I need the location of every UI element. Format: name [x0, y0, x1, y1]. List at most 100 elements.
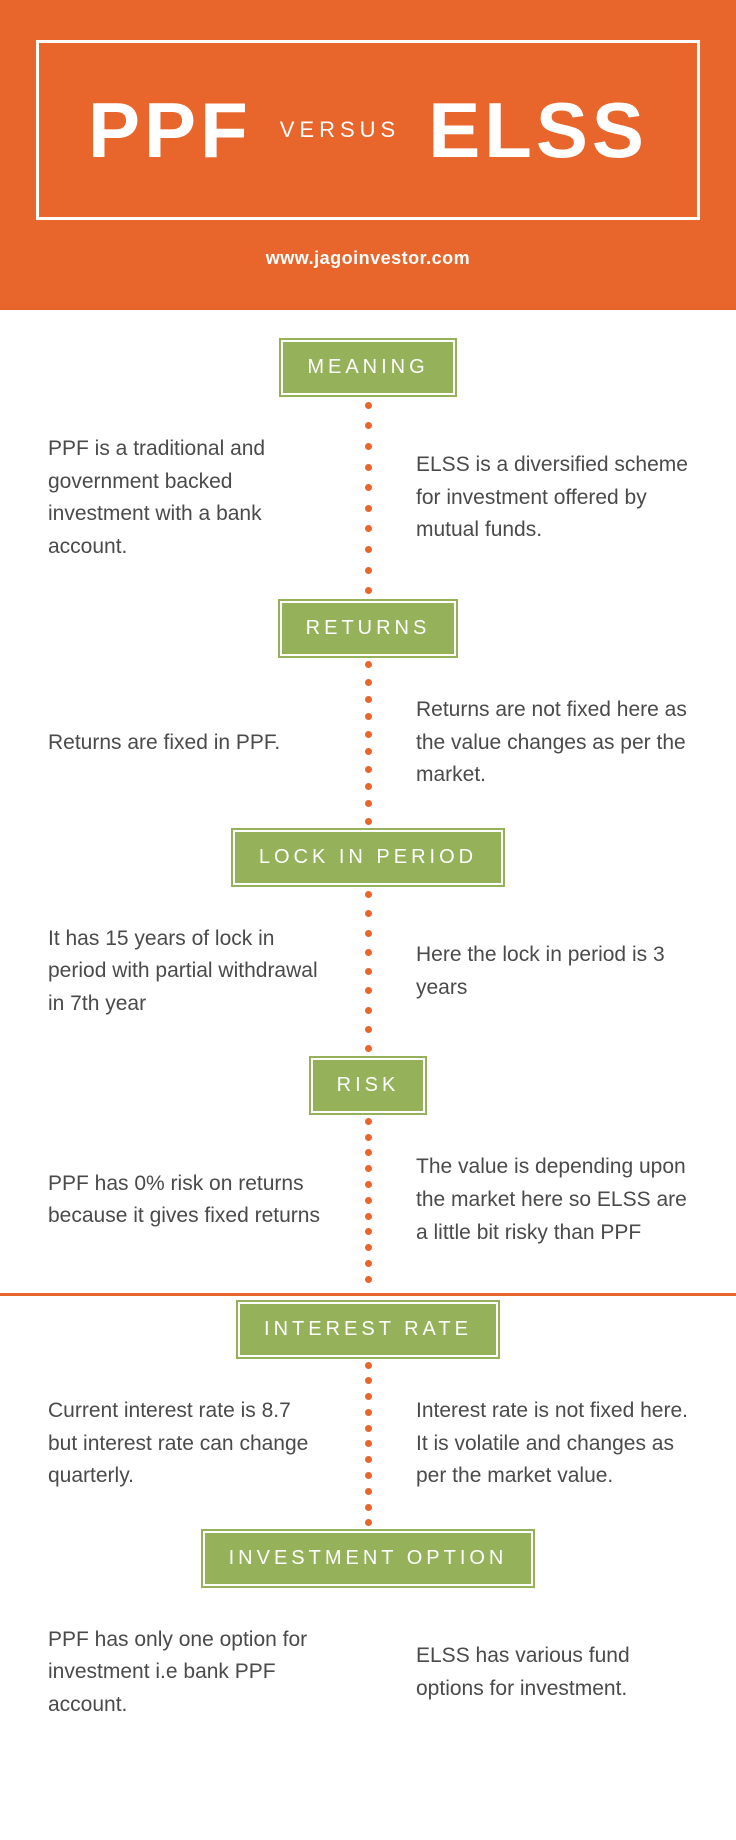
- dot-icon: [365, 1213, 372, 1220]
- dot-icon: [365, 713, 372, 720]
- section-badge: INVESTMENT OPTION: [203, 1531, 534, 1586]
- ppf-text: It has 15 years of lock in period with p…: [48, 923, 320, 1021]
- dot-icon: [365, 402, 372, 409]
- elss-text: ELSS is a diversified scheme for investm…: [416, 449, 688, 547]
- dot-icon: [365, 910, 372, 917]
- section: INTEREST RATE Current interest rate is 8.…: [0, 1302, 736, 1531]
- right-column: The value is depending upon the market h…: [368, 1133, 736, 1267]
- elss-text: ELSS has various fund options for invest…: [416, 1640, 688, 1705]
- section-badge: RISK: [311, 1058, 426, 1113]
- dot-icon: [365, 1456, 372, 1463]
- section: RISK PPF has 0% risk on returns because i…: [0, 1058, 736, 1296]
- dot-icon: [365, 1118, 372, 1125]
- left-column: PPF has only one option for investment i…: [0, 1606, 368, 1740]
- section-badge: MEANING: [281, 340, 454, 395]
- comparison-row: Returns are fixed in PPF. Returns are not…: [0, 656, 736, 830]
- left-column: PPF has 0% risk on returns because it gi…: [0, 1133, 368, 1267]
- header-banner: PPF VERSUS ELSS www.jagoinvestor.com: [0, 0, 736, 310]
- right-column: ELSS has various fund options for invest…: [368, 1606, 736, 1740]
- comparison-row: It has 15 years of lock in period with p…: [0, 885, 736, 1059]
- left-column: PPF is a traditional and government back…: [0, 415, 368, 581]
- dot-icon: [365, 783, 372, 790]
- dot-icon: [365, 1007, 372, 1014]
- left-column: It has 15 years of lock in period with p…: [0, 905, 368, 1039]
- comparison-row: PPF is a traditional and government back…: [0, 395, 736, 601]
- dot-icon: [365, 1026, 372, 1033]
- section: INVESTMENT OPTION PPF has only one option…: [0, 1531, 736, 1760]
- dot-icon: [365, 567, 372, 574]
- comparison-row: PPF has 0% risk on returns because it gi…: [0, 1113, 736, 1287]
- dot-icon: [365, 1197, 372, 1204]
- elss-text: Returns are not fixed here as the value …: [416, 694, 688, 792]
- dot-icon: [365, 891, 372, 898]
- section: RETURNSReturns are fixed in PPF.Returns …: [0, 601, 736, 830]
- divider-dots: [364, 1357, 372, 1531]
- dot-icon: [365, 1276, 372, 1283]
- ppf-text: Returns are fixed in PPF.: [48, 727, 280, 760]
- dot-icon: [365, 696, 372, 703]
- dot-icon: [365, 766, 372, 773]
- divider-dots: [364, 1113, 372, 1287]
- right-column: Returns are not fixed here as the value …: [368, 676, 736, 810]
- comparison-row: Current interest rate is 8.7 but interes…: [0, 1357, 736, 1531]
- dot-icon: [365, 1393, 372, 1400]
- dot-icon: [365, 1519, 372, 1526]
- ppf-text: PPF has only one option for investment i…: [48, 1624, 320, 1722]
- dot-icon: [365, 930, 372, 937]
- left-column: Current interest rate is 8.7 but interes…: [0, 1377, 368, 1511]
- website-url: www.jagoinvestor.com: [36, 248, 700, 269]
- dot-icon: [365, 1488, 372, 1495]
- dot-icon: [365, 661, 372, 668]
- dot-icon: [365, 1228, 372, 1235]
- section-badge: INTEREST RATE: [238, 1302, 498, 1357]
- section: MEANING PPF is a traditional and governme…: [0, 340, 736, 601]
- dot-icon: [365, 1165, 372, 1172]
- dot-icon: [365, 1425, 372, 1432]
- dot-icon: [365, 505, 372, 512]
- ppf-text: PPF is a traditional and government back…: [48, 433, 320, 563]
- title-versus: VERSUS: [280, 117, 400, 143]
- title-ppf: PPF: [88, 85, 252, 176]
- dot-icon: [365, 1377, 372, 1384]
- divider-dots: [364, 395, 372, 601]
- dot-icon: [365, 818, 372, 825]
- dot-icon: [365, 1134, 372, 1141]
- section: LOCK IN PERIOD It has 15 years of lock in…: [0, 830, 736, 1059]
- dot-icon: [365, 748, 372, 755]
- dot-icon: [365, 546, 372, 553]
- header-border: PPF VERSUS ELSS: [36, 40, 700, 220]
- dot-icon: [365, 1440, 372, 1447]
- elss-text: The value is depending upon the market h…: [416, 1151, 688, 1249]
- elss-text: Here the lock in period is 3 years: [416, 939, 688, 1004]
- dot-icon: [365, 587, 372, 594]
- right-column: Interest rate is not fixed here. It is v…: [368, 1377, 736, 1511]
- left-column: Returns are fixed in PPF.: [0, 676, 368, 810]
- ppf-text: Current interest rate is 8.7 but interes…: [48, 1395, 320, 1493]
- dot-icon: [365, 679, 372, 686]
- dot-icon: [365, 949, 372, 956]
- dot-icon: [365, 1409, 372, 1416]
- dot-icon: [365, 731, 372, 738]
- dot-icon: [365, 443, 372, 450]
- horizontal-rule: [0, 1293, 736, 1296]
- right-column: Here the lock in period is 3 years: [368, 905, 736, 1039]
- section-badge: LOCK IN PERIOD: [233, 830, 503, 885]
- ppf-text: PPF has 0% risk on returns because it gi…: [48, 1168, 320, 1233]
- divider-dots: [364, 885, 372, 1059]
- section-badge: RETURNS: [280, 601, 457, 656]
- title-elss: ELSS: [428, 85, 648, 176]
- divider-dots: [364, 656, 372, 830]
- dot-icon: [365, 968, 372, 975]
- dot-icon: [365, 1149, 372, 1156]
- dot-icon: [365, 1362, 372, 1369]
- dot-icon: [365, 1260, 372, 1267]
- content-area: MEANING PPF is a traditional and governme…: [0, 310, 736, 1759]
- right-column: ELSS is a diversified scheme for investm…: [368, 415, 736, 581]
- dot-icon: [365, 1045, 372, 1052]
- dot-icon: [365, 1244, 372, 1251]
- dot-icon: [365, 800, 372, 807]
- dot-icon: [365, 987, 372, 994]
- dot-icon: [365, 1472, 372, 1479]
- dot-icon: [365, 484, 372, 491]
- dot-icon: [365, 1504, 372, 1511]
